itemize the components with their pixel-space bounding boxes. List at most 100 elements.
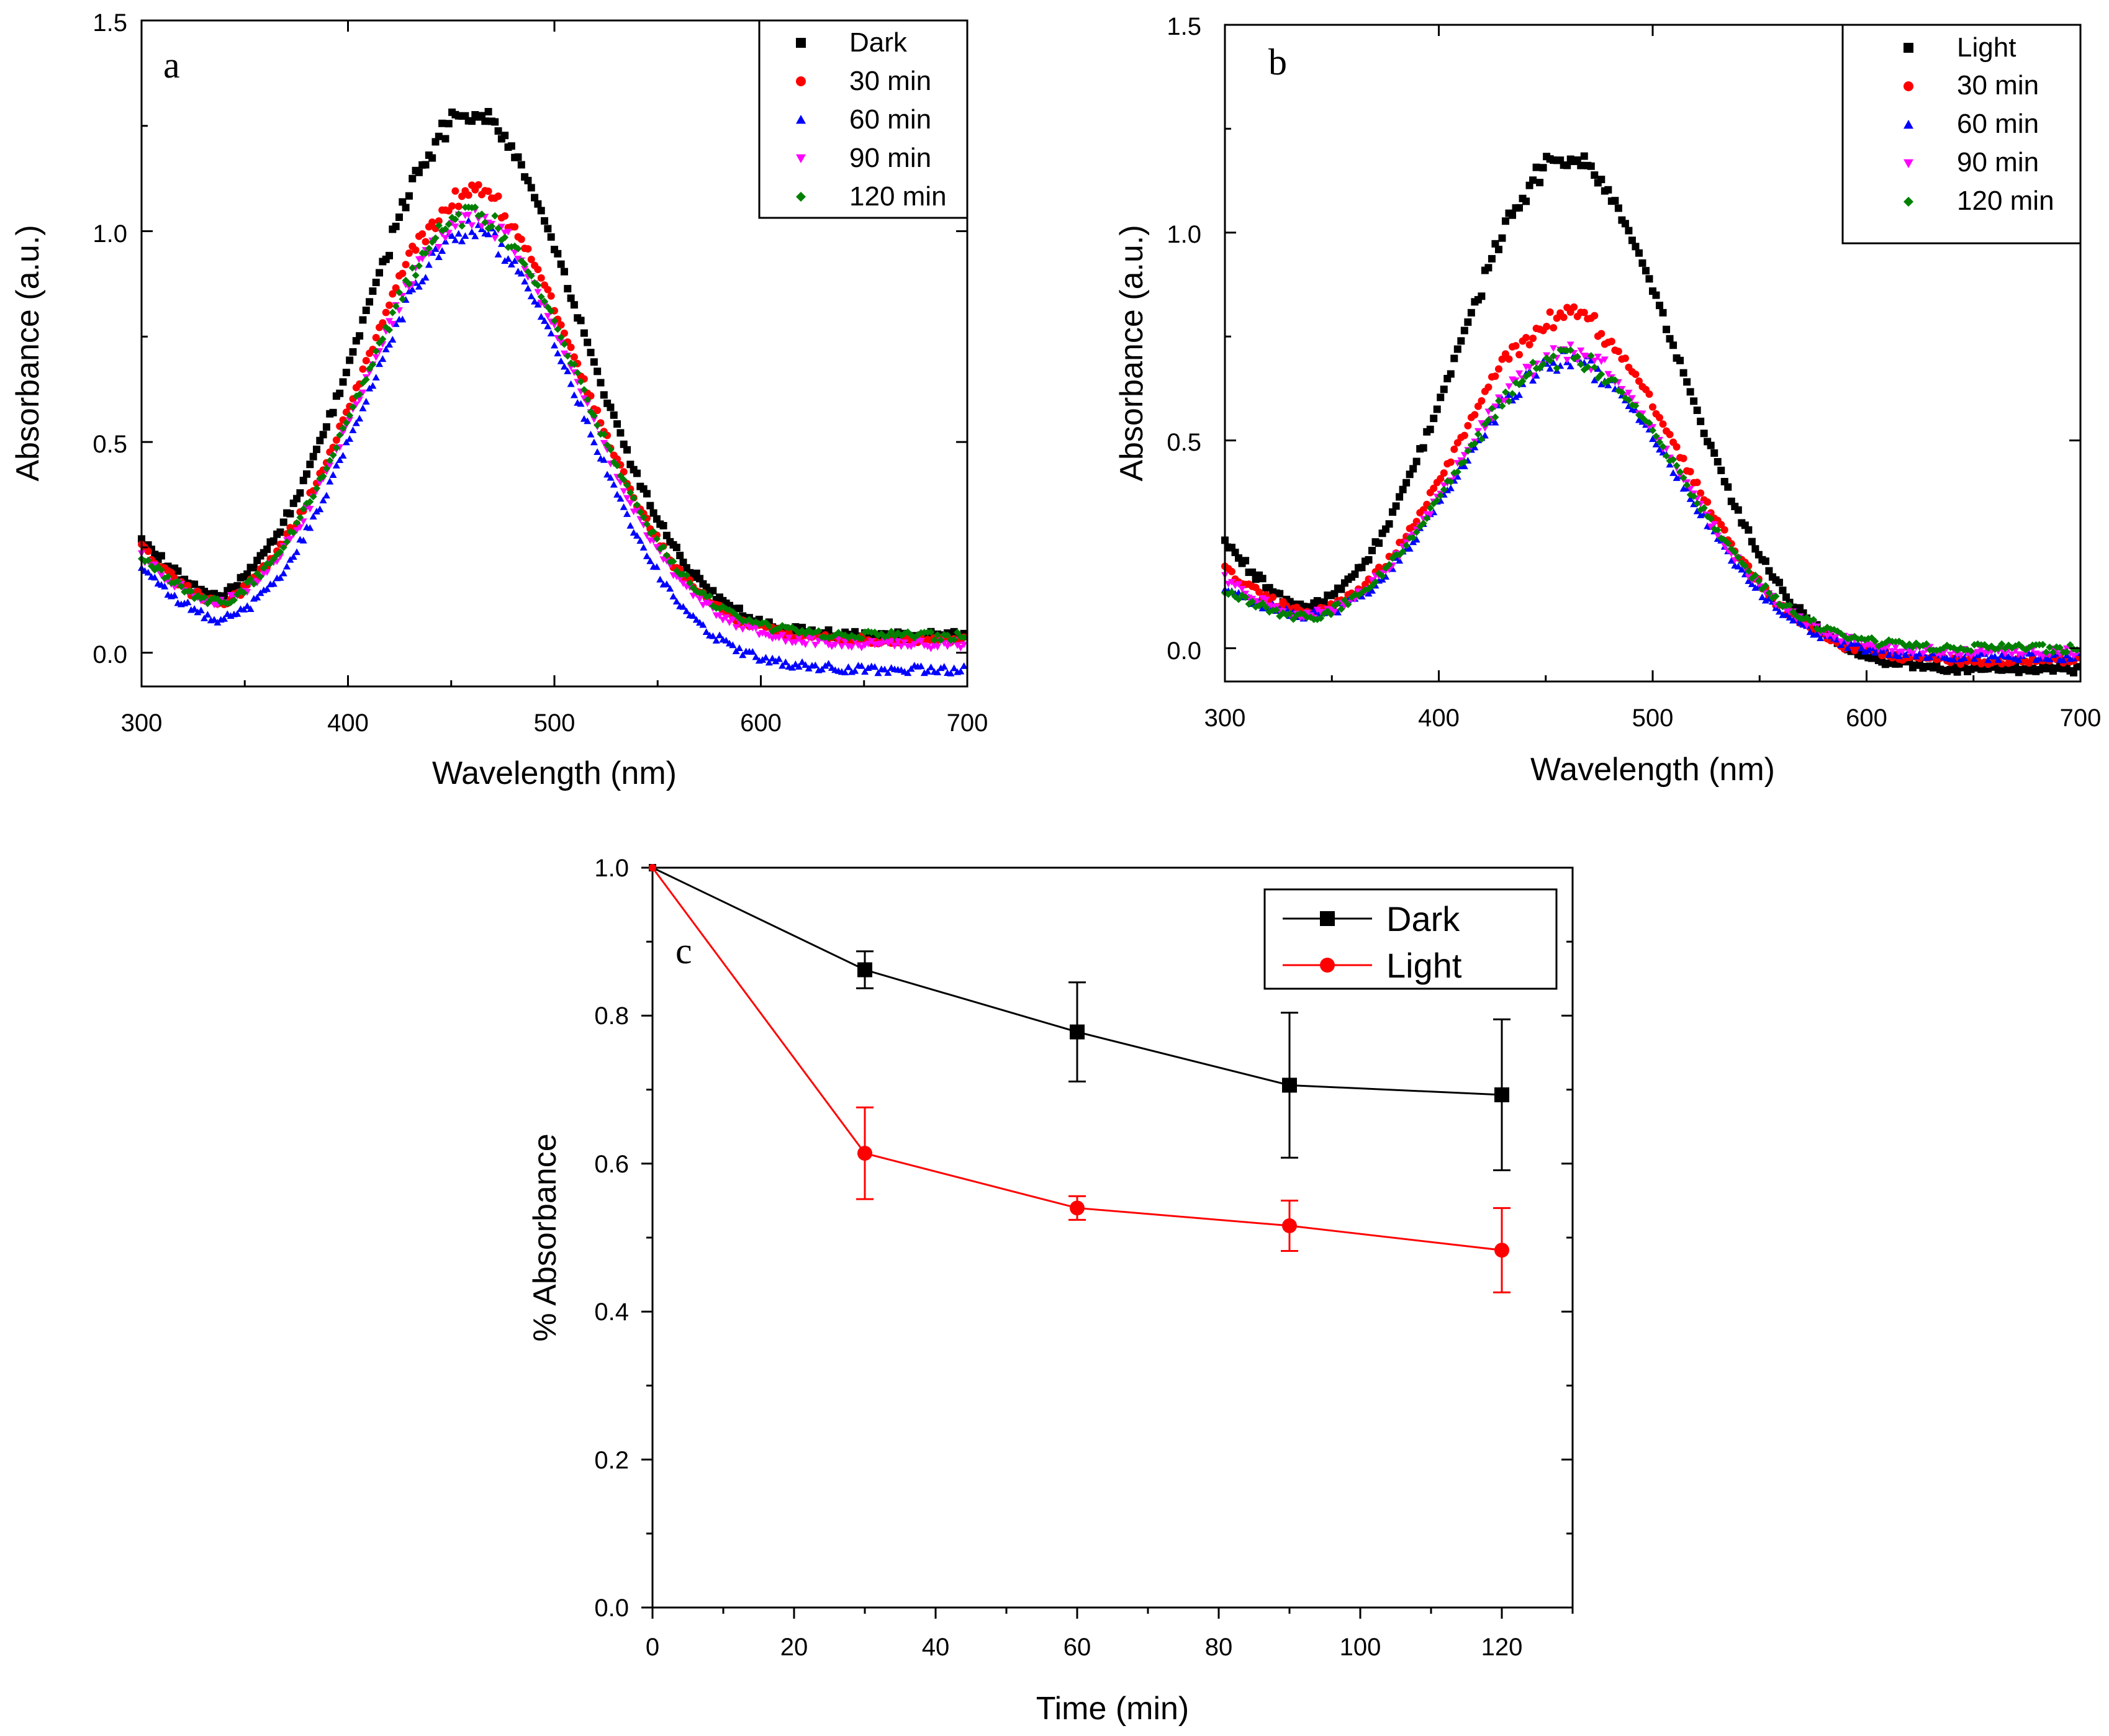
data-point — [1371, 578, 1380, 586]
data-point — [1666, 335, 1674, 343]
data-point — [1498, 234, 1506, 242]
data-point — [2001, 650, 2009, 658]
data-point — [204, 611, 212, 618]
data-point — [438, 247, 446, 254]
data-point — [607, 446, 615, 454]
data-point — [1228, 567, 1236, 575]
panel-a-legend-label-4: 120 min — [849, 181, 947, 212]
data-point — [481, 218, 489, 227]
data-point — [303, 470, 310, 478]
data-point — [392, 302, 400, 310]
data-point — [487, 222, 495, 230]
data-point — [362, 357, 370, 365]
data-point — [1351, 570, 1359, 578]
data-point — [1679, 474, 1687, 482]
data-point — [590, 412, 598, 420]
data-point — [600, 391, 608, 399]
data-point — [1509, 211, 1517, 219]
data-point — [1529, 176, 1537, 184]
data-point — [494, 127, 502, 135]
data-point — [409, 264, 417, 272]
panel-a-y-tick-0.0: 0.0 — [93, 641, 127, 668]
data-point — [329, 408, 337, 416]
data-point — [1638, 410, 1646, 418]
data-point — [366, 384, 374, 392]
data-point — [729, 616, 737, 623]
data-point — [1525, 341, 1533, 349]
data-point — [1426, 425, 1434, 433]
data-point — [564, 367, 572, 374]
data-point — [246, 575, 255, 583]
data-point — [1419, 519, 1427, 528]
data-point — [672, 544, 680, 552]
data-point — [2069, 668, 2077, 677]
data-point — [1621, 220, 1629, 228]
panel-a-legend-box — [758, 19, 969, 219]
data-point — [851, 667, 859, 674]
data-point — [352, 401, 360, 408]
data-point — [857, 634, 865, 642]
data-point — [574, 369, 582, 377]
data-point — [362, 376, 370, 384]
data-point — [386, 301, 393, 309]
data-point — [1577, 360, 1585, 368]
data-point — [1566, 362, 1574, 370]
data-point — [409, 286, 417, 293]
panel-a-x-tick-600: 600 — [740, 709, 782, 737]
data-point — [590, 438, 598, 446]
panel-c-letter: c — [675, 930, 692, 971]
data-point — [686, 579, 694, 587]
data-point — [639, 513, 648, 521]
data-point — [659, 542, 667, 551]
data-point — [620, 503, 628, 510]
data-point — [706, 601, 714, 608]
data-point — [927, 628, 935, 636]
data-point — [286, 536, 294, 543]
panel-c-data-layer — [649, 864, 1511, 1293]
data-point — [1550, 324, 1558, 332]
data-point — [1532, 372, 1540, 379]
data-point — [1597, 330, 1605, 338]
data-point — [682, 571, 690, 579]
data-point — [1519, 377, 1527, 385]
data-point — [1478, 397, 1486, 405]
panel-a-legend-label-2: 60 min — [849, 104, 931, 135]
data-point — [210, 616, 219, 623]
data-point — [765, 622, 773, 630]
data-point — [613, 462, 621, 470]
panel-c-y-axis-label: % Absorbance — [527, 1133, 563, 1341]
data-point — [534, 281, 542, 289]
panel-a-x-axis-label: Wavelength (nm) — [432, 755, 677, 791]
data-point — [1659, 420, 1667, 428]
data-point — [887, 638, 895, 645]
data-point — [2049, 649, 2057, 657]
data-point — [1522, 333, 1530, 341]
data-point — [1645, 419, 1653, 427]
data-point — [405, 249, 413, 257]
panel-b-letter: b — [1268, 42, 1287, 83]
data-point — [861, 668, 869, 675]
data-point — [1550, 352, 1558, 360]
data-point — [934, 631, 942, 639]
data-point — [1830, 634, 1838, 642]
data-point — [620, 476, 628, 484]
data-point — [412, 246, 420, 254]
data-point — [547, 330, 555, 336]
data-point — [1447, 458, 1455, 466]
data-point — [1525, 370, 1533, 378]
data-point — [263, 569, 271, 576]
panel-c-x-axis-label: Time (min) — [1036, 1691, 1190, 1727]
data-point — [201, 614, 209, 621]
panel-c-x-tick-0: 0 — [646, 1634, 659, 1661]
data-point — [1406, 544, 1414, 552]
data-point — [1754, 577, 1763, 585]
data-point — [782, 638, 790, 645]
data-point — [1591, 363, 1599, 371]
data-point — [1457, 337, 1465, 345]
data-point — [857, 1146, 872, 1161]
data-point — [1591, 376, 1599, 384]
data-point — [260, 564, 268, 572]
data-point — [1440, 469, 1448, 477]
data-point — [157, 572, 165, 579]
data-point — [759, 656, 767, 663]
